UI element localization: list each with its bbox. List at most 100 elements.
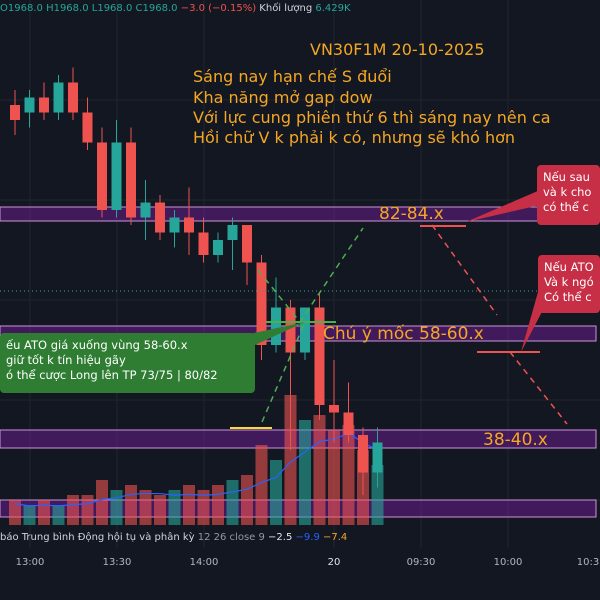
volume-bar bbox=[342, 425, 355, 525]
candle bbox=[271, 277, 281, 353]
candle-body bbox=[343, 412, 354, 435]
candle bbox=[97, 127, 107, 218]
candle-body bbox=[358, 435, 368, 473]
candle-body bbox=[140, 202, 151, 218]
candle bbox=[314, 292, 325, 420]
volume-bar bbox=[125, 485, 137, 525]
volume-bars bbox=[9, 395, 384, 525]
x-tick: 13:00 bbox=[15, 557, 45, 568]
callout-upper-scenario[interactable]: Nếu sau và k cho có thể c bbox=[537, 165, 600, 225]
candle bbox=[111, 120, 122, 218]
level-label-upper: 82-84.x bbox=[379, 204, 444, 224]
macd-params: 12 26 close 9 bbox=[197, 532, 265, 543]
volume-bar bbox=[154, 495, 166, 525]
candle bbox=[140, 180, 151, 240]
legend-change: −3.0 (−0.15%) bbox=[180, 3, 257, 14]
candle bbox=[169, 210, 180, 248]
candle-body bbox=[111, 142, 122, 210]
candle bbox=[358, 427, 368, 495]
candle-body bbox=[39, 97, 49, 113]
macd-value-2: −9.9 bbox=[295, 532, 320, 543]
candle-body bbox=[271, 307, 281, 345]
candle-body bbox=[82, 112, 93, 143]
candle bbox=[39, 82, 49, 120]
note-line-3: Với lực cung phiên thứ 6 thì sáng nay nê… bbox=[193, 108, 551, 127]
volume-bar bbox=[96, 480, 108, 525]
level-label-middle: Chú ý mốc 58-60.x bbox=[323, 324, 484, 344]
volume-bar bbox=[270, 460, 282, 525]
volume-value: 6.429K bbox=[315, 3, 351, 14]
candle-body bbox=[256, 262, 267, 345]
candle-body bbox=[169, 217, 180, 233]
volume-bar bbox=[38, 500, 50, 525]
candle-body bbox=[300, 307, 310, 353]
candle bbox=[184, 187, 194, 255]
note-line-1: Sáng nay hạn chế S đuổi bbox=[193, 67, 392, 86]
candlesticks bbox=[10, 67, 383, 495]
x-tick: 10:3 bbox=[576, 557, 600, 568]
volume-bar bbox=[255, 445, 268, 525]
candle-body bbox=[68, 82, 78, 113]
legend-close: C1968.0 bbox=[135, 3, 178, 14]
candle-body bbox=[198, 232, 209, 255]
note-line-2: Kha năng mở gap dow bbox=[193, 88, 373, 107]
volume-bar bbox=[371, 465, 384, 525]
macd-value-1: −2.5 bbox=[268, 532, 293, 543]
candle bbox=[343, 382, 354, 443]
callout-pointer-green bbox=[240, 322, 305, 345]
callout-red-top-line-1: Nếu sau bbox=[543, 170, 590, 184]
candle-body bbox=[24, 97, 35, 113]
volume-ma-line bbox=[14, 432, 378, 507]
candle-body bbox=[227, 225, 238, 240]
volume-bar bbox=[328, 430, 340, 525]
candle bbox=[213, 232, 223, 263]
zone-lower bbox=[0, 429, 597, 449]
candle-body bbox=[314, 307, 325, 405]
callout-red-top-line-2: và k cho bbox=[543, 185, 592, 199]
callout-red-mid-line-1: Nếu ATO bbox=[544, 260, 594, 274]
callout-long-scenario[interactable]: ếu ATO giá xuống vùng 58-60.x giữ tốt k … bbox=[0, 333, 255, 393]
x-tick: 20 bbox=[327, 557, 341, 568]
legend-high: H1968.0 bbox=[46, 3, 89, 14]
callout-pointer-upper bbox=[466, 190, 540, 222]
volume-bar bbox=[212, 485, 224, 525]
volume-bar bbox=[183, 485, 195, 525]
candle bbox=[285, 300, 296, 450]
callout-red-mid-line-2: Và k ngó bbox=[544, 275, 594, 289]
callout-mid-scenario[interactable]: Nếu ATO Và k ngó Có thể c bbox=[538, 255, 600, 313]
candle-body bbox=[126, 142, 136, 218]
candle-body bbox=[97, 142, 107, 210]
volume-bar bbox=[299, 420, 311, 525]
x-tick: 09:30 bbox=[406, 557, 436, 568]
candle bbox=[82, 97, 93, 150]
volume-bar bbox=[284, 395, 297, 525]
candle bbox=[126, 127, 136, 225]
volume-bar bbox=[313, 415, 326, 525]
volume-bar bbox=[197, 490, 210, 525]
candle bbox=[372, 427, 383, 488]
projection-path-short-2 bbox=[509, 351, 568, 425]
candle bbox=[24, 90, 35, 128]
x-tick: 10:00 bbox=[493, 557, 523, 568]
candle bbox=[198, 217, 209, 263]
level-label-lower: 38-40.x bbox=[483, 430, 548, 450]
chart-title: VN30F1M 20-10-2025 bbox=[310, 40, 485, 59]
volume-bar bbox=[110, 490, 123, 525]
volume-bar bbox=[9, 500, 21, 525]
candle-body bbox=[155, 202, 165, 233]
candle-body bbox=[285, 307, 296, 353]
candle-body bbox=[184, 217, 194, 233]
legend-open: O1968.0 bbox=[0, 3, 43, 14]
volume-bar bbox=[67, 495, 79, 525]
x-tick: 14:00 bbox=[189, 557, 219, 568]
candle bbox=[53, 75, 64, 120]
x-tick: 13:30 bbox=[102, 557, 132, 568]
callout-green-line-1: ếu ATO giá xuống vùng 58-60.x bbox=[6, 338, 188, 352]
candle bbox=[242, 225, 252, 285]
volume-bar bbox=[52, 505, 65, 525]
macd-legend: báo Trung bình Động hội tụ và phân kỳ 12… bbox=[0, 532, 347, 543]
candle bbox=[227, 217, 238, 270]
candle bbox=[10, 90, 20, 135]
